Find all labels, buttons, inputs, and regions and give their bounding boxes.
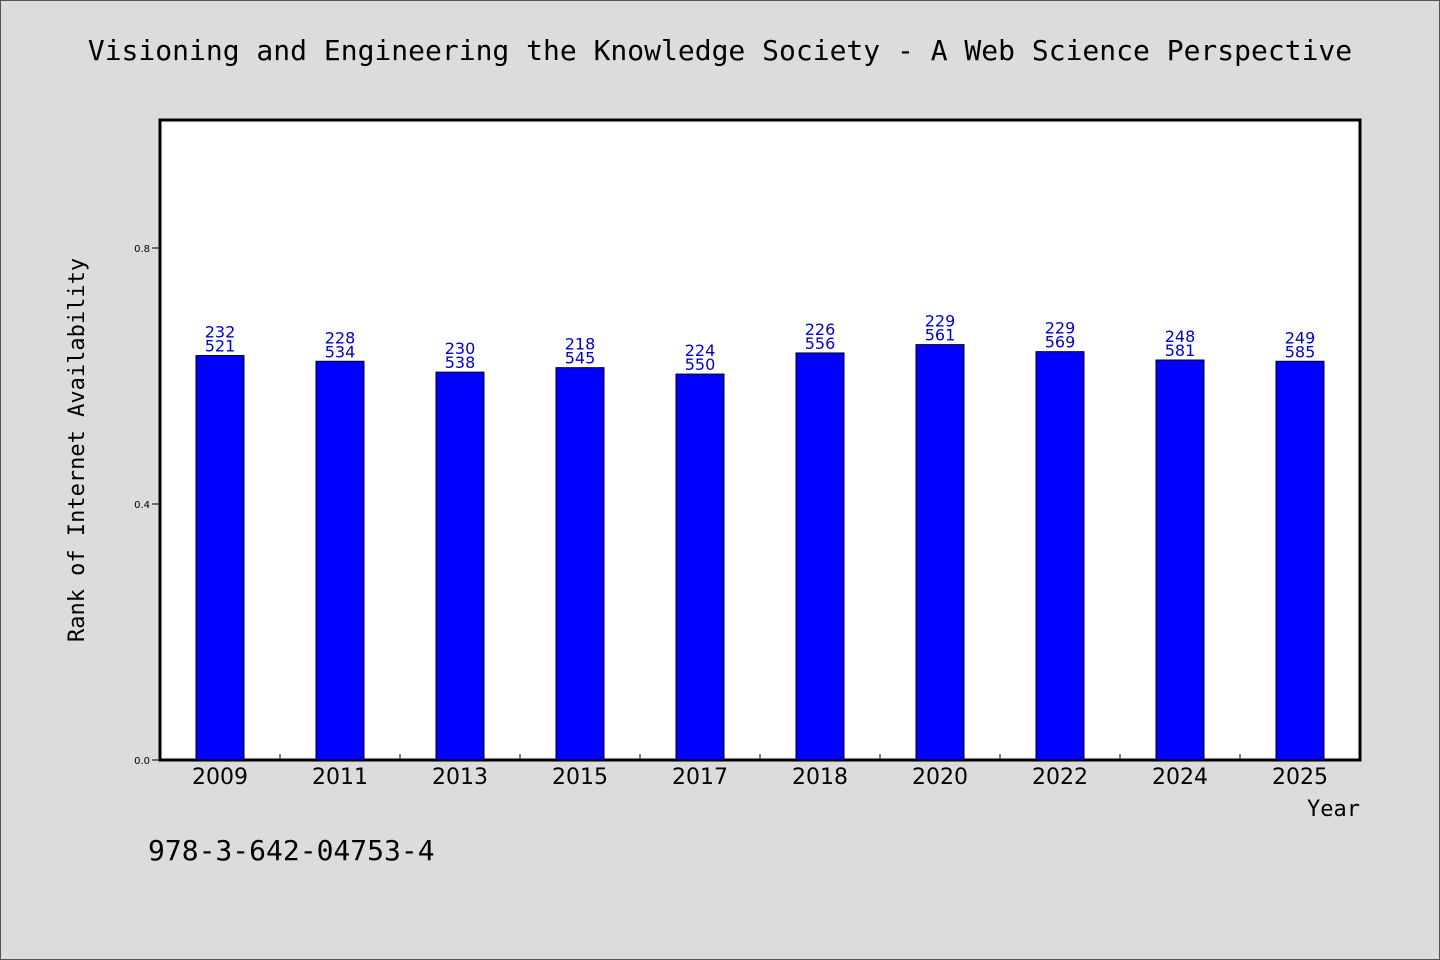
bar-data-label: 224	[685, 341, 716, 360]
bar-2013	[435, 371, 485, 761]
bar-2018	[795, 352, 845, 761]
bar-2011	[315, 360, 365, 761]
bar-data-label: 556	[805, 334, 836, 353]
chart-title: Visioning and Engineering the Knowledge …	[87, 34, 1353, 67]
x-tick-label: 2013	[432, 765, 488, 790]
x-tick-label: 2020	[912, 765, 968, 790]
bar-2025	[1275, 360, 1325, 761]
bar-data-label: 232	[205, 323, 236, 342]
bar-2017	[675, 373, 725, 761]
bar-2022	[1035, 351, 1085, 761]
bar-data-label: 248	[1165, 327, 1196, 346]
y-tick-label: 0.4	[134, 500, 150, 511]
bar-data-label: 534	[325, 342, 356, 361]
bar-data-label: 569	[1045, 333, 1076, 352]
bar-2015	[555, 367, 605, 761]
bar-data-label: 230	[445, 339, 476, 358]
bar-data-label: 249	[1285, 328, 1316, 347]
bar-data-label: 228	[325, 328, 356, 347]
bar-2024	[1155, 359, 1205, 761]
bar-data-label: 218	[565, 335, 596, 354]
bar-data-label: 229	[1045, 319, 1076, 338]
bar-data-label: 226	[805, 320, 836, 339]
y-axis-title: Rank of Internet Availability	[65, 258, 90, 642]
x-axis: 2009 2011 2013 2015 2017 2018 2020 2022 2024 2025	[192, 754, 1328, 790]
y-axis: 0.0 0.4 0.8	[134, 244, 160, 767]
bar-data-label: 561	[925, 326, 956, 345]
bar-data-label: 585	[1285, 342, 1316, 361]
bar-data-label: 538	[445, 353, 476, 372]
x-tick-label: 2011	[312, 765, 368, 790]
bar-data-label: 229	[925, 312, 956, 331]
bar-data-label: 550	[685, 355, 716, 374]
bar-2020	[915, 344, 965, 761]
x-tick-label: 2015	[552, 765, 608, 790]
y-tick-label: 0.0	[134, 756, 150, 767]
x-axis-title: Year	[1307, 797, 1360, 822]
isbn-code: 978-3-642-04753-4	[148, 834, 435, 867]
x-tick-label: 2017	[672, 765, 728, 790]
x-tick-label: 2018	[792, 765, 848, 790]
x-tick-label: 2024	[1152, 765, 1208, 790]
bar-data-label: 581	[1165, 341, 1196, 360]
x-tick-label: 2009	[192, 765, 248, 790]
x-tick-label: 2025	[1272, 765, 1328, 790]
x-tick-label: 2022	[1032, 765, 1088, 790]
bar-data-label: 521	[205, 337, 236, 356]
y-tick-label: 0.8	[134, 244, 150, 255]
bar-data-label: 545	[565, 349, 596, 368]
bar-2009	[195, 355, 245, 761]
